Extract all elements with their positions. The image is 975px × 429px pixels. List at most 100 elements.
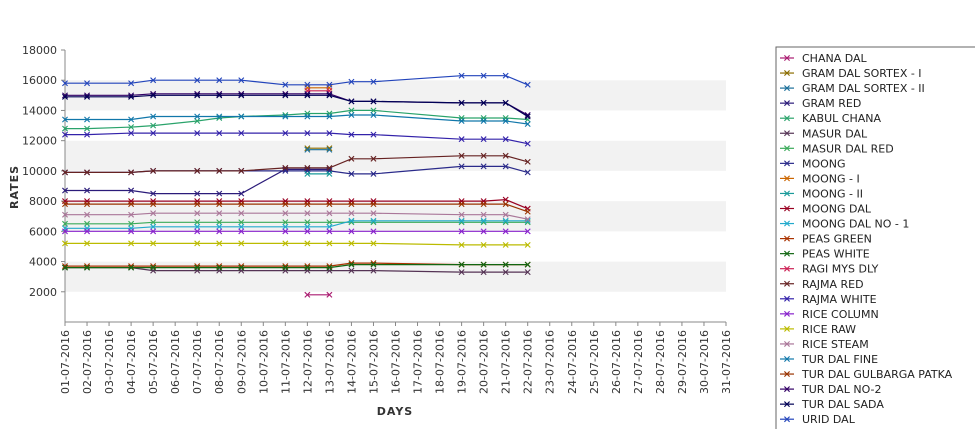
data-point — [348, 201, 355, 208]
legend-label: TUR DAL GULBARGA PATKA — [801, 368, 953, 381]
data-point — [238, 130, 245, 137]
data-point — [480, 201, 487, 208]
series — [304, 291, 333, 298]
data-point — [128, 116, 135, 123]
data-point — [348, 78, 355, 85]
data-point — [84, 220, 91, 227]
series-line — [65, 155, 528, 173]
data-point — [150, 130, 157, 137]
data-point — [480, 228, 487, 235]
series — [62, 130, 531, 147]
data-point — [282, 92, 289, 99]
legend-marker — [784, 356, 790, 362]
data-point — [282, 130, 289, 137]
data-point — [150, 201, 157, 208]
data-point — [216, 219, 223, 226]
data-point — [304, 130, 311, 137]
data-point — [150, 223, 157, 230]
data-point — [128, 80, 135, 87]
data-point — [238, 264, 245, 271]
data-point — [282, 113, 289, 120]
y-tick-label: 2000 — [29, 286, 57, 299]
data-point — [282, 201, 289, 208]
data-point — [502, 99, 509, 106]
legend-marker — [784, 325, 790, 332]
data-point — [370, 107, 377, 114]
data-point — [150, 240, 157, 247]
data-point — [84, 240, 91, 247]
data-point — [480, 136, 487, 143]
data-point — [524, 81, 531, 88]
data-point — [348, 155, 355, 162]
data-point — [62, 93, 68, 100]
legend-marker — [784, 340, 790, 347]
legend-item: RAJMA WHITE — [780, 293, 877, 306]
legend-label: TUR DAL NO-2 — [801, 383, 882, 396]
data-point — [62, 211, 68, 218]
x-tick-label: 08-07-2016 — [213, 330, 226, 394]
data-point — [194, 240, 201, 247]
series-line — [65, 203, 528, 213]
data-point — [480, 211, 487, 218]
data-point — [150, 92, 157, 99]
data-point — [282, 228, 289, 235]
series — [62, 72, 531, 88]
legend-label: RICE STEAM — [802, 338, 869, 351]
data-point — [480, 163, 487, 170]
data-point — [128, 130, 135, 137]
grid-band — [65, 291, 726, 322]
x-tick-label: 03-07-2016 — [103, 330, 116, 394]
data-point — [458, 241, 465, 248]
data-point — [502, 261, 509, 268]
legend-marker — [784, 55, 790, 61]
x-tick-label: 14-07-2016 — [345, 330, 358, 394]
data-point — [348, 107, 355, 114]
data-point — [326, 223, 333, 230]
data-point — [502, 136, 509, 143]
legend-item: MOONG DAL — [780, 203, 872, 216]
legend-label: MOONG DAL NO - 1 — [802, 218, 909, 231]
data-point — [326, 92, 333, 99]
data-point — [458, 152, 465, 159]
legend-box — [775, 46, 975, 429]
data-point — [502, 118, 509, 125]
legend-item: GRAM DAL SORTEX - I — [780, 67, 922, 80]
data-point — [216, 92, 223, 99]
data-point — [150, 219, 157, 226]
data-point — [348, 217, 355, 224]
data-point — [282, 240, 289, 247]
data-point — [480, 241, 487, 248]
legend-item: MOONG DAL NO - 1 — [780, 218, 909, 231]
data-point — [326, 201, 333, 208]
legend-marker — [784, 235, 790, 242]
data-point — [84, 228, 91, 235]
y-axis-ticks: 2000 4000 6000 8000 10000 12000 14000 16000 1800… — [22, 44, 65, 299]
data-point — [194, 223, 201, 230]
grid-band — [65, 231, 726, 262]
x-tick-label: 15-07-2016 — [367, 330, 380, 394]
data-point — [524, 216, 531, 223]
data-point — [480, 217, 487, 224]
data-point — [480, 261, 487, 268]
data-point — [84, 211, 91, 218]
data-point — [150, 210, 157, 217]
data-point — [216, 240, 223, 247]
data-point — [348, 261, 355, 268]
legend-item: RAJMA RED — [780, 278, 864, 291]
legend-label: GRAM DAL SORTEX - II — [802, 82, 925, 95]
data-point — [304, 291, 311, 298]
data-point — [348, 240, 355, 247]
data-point — [304, 164, 311, 171]
data-point — [62, 169, 68, 176]
data-point — [194, 201, 201, 208]
data-point — [304, 81, 311, 88]
data-point — [128, 93, 135, 100]
data-point — [216, 201, 223, 208]
data-point — [458, 261, 465, 268]
data-point — [348, 210, 355, 217]
legend-item: TUR DAL GULBARGA PATKA — [780, 368, 953, 381]
series-line — [65, 109, 528, 130]
grid-band — [65, 170, 726, 202]
series-line — [65, 168, 330, 195]
data-point — [458, 136, 465, 143]
